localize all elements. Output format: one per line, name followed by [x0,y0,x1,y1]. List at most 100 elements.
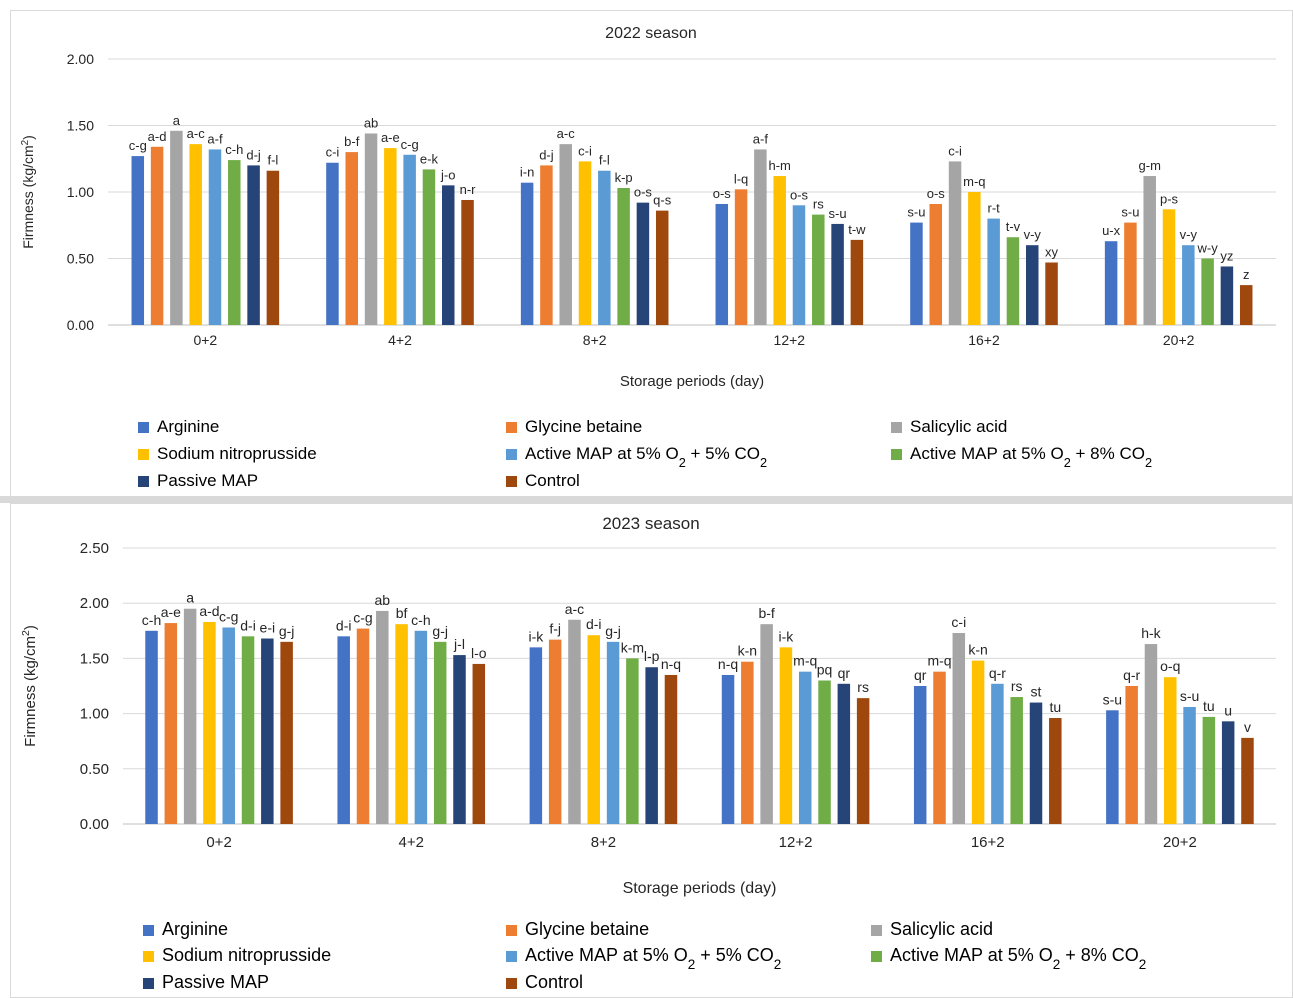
y-tick-label: 0.00 [80,816,109,833]
bar [1029,702,1043,824]
legend-swatch [143,925,154,936]
legend-label: Active MAP at 5% O2 + 5% CO2 [525,945,781,972]
x-tick-label: 4+2 [388,332,412,348]
bar [145,630,158,824]
legend-swatch [871,951,882,962]
y-axis-label: Firmness (kg/cm2) [20,135,37,249]
bar [170,130,183,325]
bar [734,189,748,325]
bar [933,671,946,824]
data-label: t-v [1006,219,1021,234]
legend-swatch [506,951,517,962]
bar [241,636,255,824]
x-tick-label: 4+2 [399,834,424,851]
y-tick-label: 2.50 [80,540,109,557]
x-tick-label: 20+2 [1163,332,1195,348]
data-label: c-i [948,143,962,158]
bar [1220,266,1234,325]
data-label: n-r [460,182,477,197]
bar [520,182,534,325]
data-label: a-e [381,130,400,145]
data-label: a [186,590,194,606]
legend-label: Glycine betaine [525,417,642,436]
chart-title: 2022 season [605,25,697,42]
data-label: u-x [1102,223,1121,238]
data-label: st [1031,684,1042,700]
bar [403,154,416,325]
bar [760,624,773,824]
data-label: i-k [528,628,544,644]
data-label: l-p [644,648,660,664]
bar [266,170,280,325]
data-label: pq [817,661,833,677]
bar [345,152,358,325]
data-label: o-s [634,185,653,200]
y-tick-label: 1.00 [80,706,109,723]
bar [664,674,678,824]
bar [773,176,786,325]
chart-2022-season: 2022 season 0.00 0.50 1.00 1.50 2.00 Firmness … [10,10,1293,497]
data-label: t-w [848,222,866,237]
data-label: ab [364,115,378,130]
x-tick-label: 12+2 [774,332,806,348]
data-label: g-j [605,623,621,639]
bar [203,621,216,824]
bar [442,185,455,325]
bar [779,647,793,824]
y-tick-label: 1.50 [80,650,109,667]
bar [189,144,202,325]
bar [1125,686,1138,824]
data-label: i-n [520,165,534,180]
bar [721,674,735,824]
data-label: c-h [142,612,161,628]
data-label: o-s [713,186,732,201]
data-label: a-c [565,601,584,617]
y-tick-label: 1.50 [67,118,94,134]
bar [598,170,611,325]
data-label: b-f [758,605,774,621]
data-label: c-g [353,610,372,626]
bar [910,222,923,325]
data-label: yz [1220,248,1233,263]
bar [164,623,178,824]
bar [1241,737,1254,824]
bar [356,628,370,824]
data-label: z [1243,267,1250,282]
bar [617,188,630,325]
legend-swatch [143,978,154,989]
bar [1045,262,1058,325]
bar [376,610,389,824]
bar [1106,710,1119,824]
bar [626,658,639,824]
bar [208,149,222,325]
legend-label: Active MAP at 5% O2 + 8% CO2 [910,444,1152,470]
bar [326,162,339,325]
data-label: b-f [344,134,360,149]
bar [948,161,962,325]
data-label: v-y [1180,227,1198,242]
bar [1182,245,1195,325]
bar [280,641,293,824]
bar [1010,697,1023,824]
bar [1049,718,1062,824]
chart-title: 2023 season [602,514,699,533]
bar [472,663,486,824]
data-label: f-l [599,153,610,168]
data-label: p-s [1160,191,1179,206]
legend-swatch [506,978,517,989]
data-label: ab [375,592,391,608]
data-label: q-r [1123,667,1140,683]
bar [1143,176,1156,325]
data-label: q-s [653,193,672,208]
data-label: a-f [207,131,223,146]
data-label: q-r [989,665,1006,681]
bar [1201,258,1214,325]
bar [337,636,350,824]
data-label: f-j [549,621,561,637]
data-label: s-u [1180,688,1199,704]
data-label: c-i [326,145,340,160]
data-label: d-i [336,617,352,633]
bar [741,661,754,824]
data-label: j-l [453,636,465,652]
data-label: c-g [129,138,147,153]
